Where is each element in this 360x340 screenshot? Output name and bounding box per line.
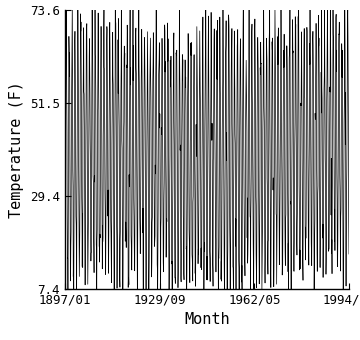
X-axis label: Month: Month: [184, 312, 230, 327]
Y-axis label: Temperature (F): Temperature (F): [9, 81, 24, 218]
